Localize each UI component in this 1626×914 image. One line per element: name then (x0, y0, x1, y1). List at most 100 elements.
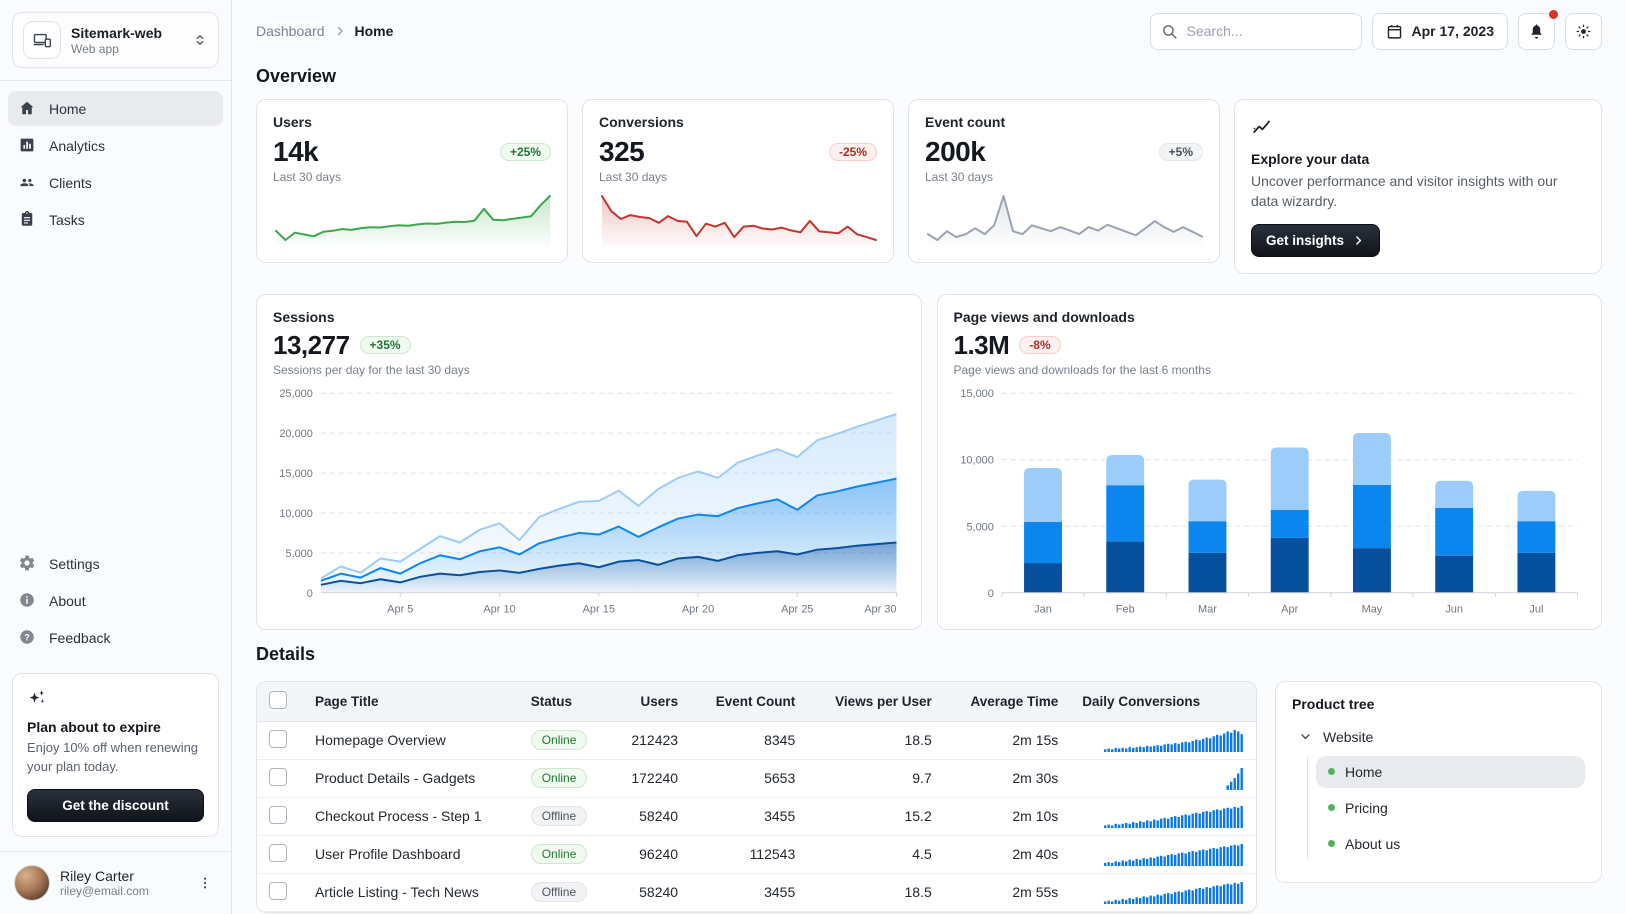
sidebar-item-clients[interactable]: Clients (8, 165, 223, 200)
row-checkbox[interactable] (269, 767, 287, 786)
cell-views-per-user: 18.5 (807, 721, 944, 760)
status-badge: Offline (530, 806, 588, 827)
date-label: Apr 17, 2023 (1411, 23, 1495, 39)
explore-data-body: Uncover performance and visitor insights… (1251, 173, 1558, 210)
sidebar-item-label: Clients (49, 174, 92, 191)
sessions-value: 13,277 (273, 329, 350, 360)
cell-daily-conversions (1070, 721, 1256, 760)
stat-card-value: 325 (599, 136, 645, 167)
info-icon (18, 591, 37, 610)
cell-event-count: 3455 (690, 873, 808, 912)
cell-status: Online (518, 721, 611, 760)
daily-conversions-sparkbars (1104, 843, 1243, 866)
cell-daily-conversions (1070, 759, 1256, 798)
cell-users: 58240 (610, 797, 691, 836)
svg-text:0: 0 (307, 587, 313, 599)
sessions-title: Sessions (273, 308, 335, 325)
sun-icon (1575, 23, 1592, 40)
column-header-users: Users (610, 681, 691, 722)
svg-text:Apr 30: Apr 30 (864, 603, 896, 615)
cell-average-time: 2m 40s (943, 835, 1071, 874)
breadcrumb-dashboard[interactable]: Dashboard (256, 23, 325, 39)
sidebar-item-label: Tasks (49, 211, 85, 228)
details-table-card: Page Title Status Users Event Count Views pe… (256, 680, 1257, 913)
sidebar-item-settings[interactable]: Settings (8, 546, 223, 581)
sidebar-item-about[interactable]: About (8, 583, 223, 618)
user-email: riley@email.com (60, 884, 149, 898)
tree-status-dot (1328, 768, 1335, 776)
row-checkbox[interactable] (269, 805, 287, 824)
table-row: Homepage Overview Online 212423 8345 18.5 2m … (257, 721, 1256, 760)
plan-title: Plan about to expire (27, 719, 161, 736)
cell-users: 212423 (610, 721, 691, 760)
details-grid: Page Title Status Users Event Count Views pe… (256, 680, 1602, 913)
bell-icon (1528, 23, 1545, 40)
plan-body: Enjoy 10% off when renewing your plan to… (27, 740, 199, 775)
cell-event-count: 112543 (690, 835, 808, 874)
stat-sparkline (601, 195, 877, 246)
svg-text:Feb: Feb (1115, 603, 1134, 615)
cell-event-count: 3455 (690, 797, 808, 836)
sidebar-item-home[interactable]: Home (8, 91, 223, 126)
tree-item-home[interactable]: Home (1316, 755, 1585, 788)
svg-text:15,000: 15,000 (279, 468, 313, 480)
breadcrumb: Dashboard Home (256, 23, 393, 39)
user-menu-icon[interactable] (193, 871, 217, 895)
tree-status-dot (1328, 804, 1335, 812)
svg-text:Apr 5: Apr 5 (387, 603, 413, 615)
chevron-right-icon (333, 24, 347, 38)
cell-status: Online (518, 835, 611, 874)
stat-card-value: 14k (273, 136, 319, 167)
cell-users: 58240 (610, 873, 691, 912)
get-insights-button[interactable]: Get insights (1251, 223, 1381, 257)
sidebar-item-feedback[interactable]: ? Feedback (8, 620, 223, 655)
svg-text:10,000: 10,000 (279, 508, 313, 520)
theme-toggle-button[interactable] (1565, 12, 1602, 50)
sidebar-item-label: Feedback (49, 629, 111, 646)
sidebar-divider-bottom (0, 851, 231, 852)
cell-page-title: User Profile Dashboard (303, 835, 519, 874)
sidebar-item-analytics[interactable]: Analytics (8, 128, 223, 163)
get-discount-button[interactable]: Get the discount (27, 789, 204, 822)
row-checkbox[interactable] (269, 881, 287, 900)
sidebar: Sitemark-web Web app Home Analytics Client… (0, 0, 232, 914)
row-checkbox[interactable] (269, 843, 287, 862)
select-all-checkbox[interactable] (269, 690, 287, 709)
svg-text:Jun: Jun (1445, 603, 1463, 615)
cell-average-time: 2m 10s (943, 797, 1071, 836)
notifications-button[interactable] (1518, 9, 1558, 50)
sidebar-item-label: Home (49, 100, 87, 117)
cell-daily-conversions (1070, 835, 1256, 874)
date-picker-button[interactable]: Apr 17, 2023 (1371, 12, 1508, 50)
stat-card-conversions: Conversions 325 -25% Last 30 days (582, 99, 894, 263)
insights-icon (1251, 116, 1273, 141)
pageviews-card: Page views and downloads 1.3M -8% Page v… (936, 293, 1602, 630)
cell-page-title: Homepage Overview (303, 721, 519, 760)
row-checkbox[interactable] (269, 729, 287, 748)
cell-status: Offline (518, 873, 611, 912)
pageviews-value: 1.3M (953, 329, 1010, 360)
search-icon (1161, 23, 1178, 43)
cell-page-title: Article Listing - Tech News (303, 873, 519, 912)
sidebar-item-tasks[interactable]: Tasks (8, 202, 223, 237)
cell-views-per-user: 9.7 (807, 759, 944, 798)
tree-node-label: Website (1323, 728, 1374, 745)
tree-item-pricing[interactable]: Pricing (1316, 792, 1585, 824)
svg-text:Jan: Jan (1034, 603, 1052, 615)
overview-title: Overview (256, 66, 337, 86)
sidebar-item-label: Settings (49, 555, 100, 572)
table-row: Article Listing - Tech News Offline 58240 3… (257, 873, 1256, 912)
cell-event-count: 5653 (690, 759, 808, 798)
svg-text:25,000: 25,000 (279, 388, 313, 400)
tree-node-website[interactable]: Website (1292, 722, 1585, 752)
cell-views-per-user: 18.5 (807, 873, 944, 912)
stat-card-title: Event count (925, 114, 1006, 130)
status-badge: Offline (530, 882, 588, 903)
workspace-selector[interactable]: Sitemark-web Web app (12, 12, 219, 68)
stat-card-title: Conversions (599, 114, 684, 130)
search-input[interactable] (1149, 12, 1362, 50)
people-icon (18, 173, 37, 192)
cell-views-per-user: 15.2 (807, 797, 944, 836)
tree-item-about-us[interactable]: About us (1316, 828, 1585, 860)
table-header-row: Page Title Status Users Event Count Views pe… (257, 681, 1256, 722)
